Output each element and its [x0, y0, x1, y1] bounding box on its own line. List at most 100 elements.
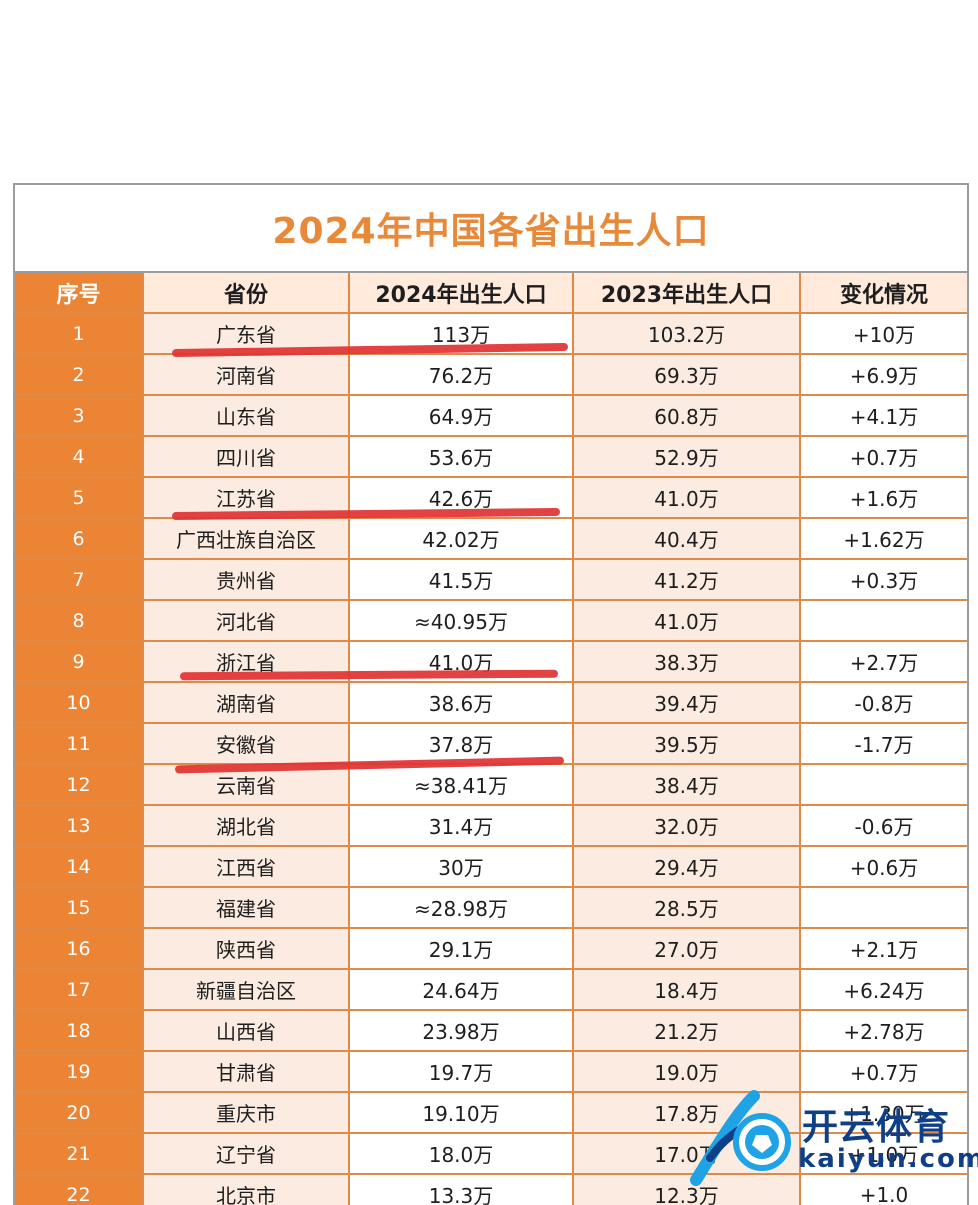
province-cell: 湖北省 — [142, 805, 349, 847]
change-cell: -1.7万 — [799, 723, 967, 765]
province-cell: 山东省 — [142, 395, 349, 437]
province-cell: 安徽省 — [142, 723, 349, 765]
births-2024-cell: 76.2万 — [348, 354, 573, 396]
births-2024-cell: 24.64万 — [348, 969, 573, 1011]
change-cell: +0.7万 — [799, 1051, 967, 1093]
rank-cell: 20 — [15, 1092, 143, 1134]
table-row: 15 福建省 ≈28.98万 28.5万 — [15, 887, 967, 929]
births-2024-cell: 42.02万 — [348, 518, 573, 560]
change-cell: +2.7万 — [799, 641, 967, 683]
rank-cell: 14 — [15, 846, 143, 888]
births-2023-cell: 38.4万 — [572, 764, 800, 806]
change-cell: +0.3万 — [799, 559, 967, 601]
births-2024-cell: 31.4万 — [348, 805, 573, 847]
rank-cell: 12 — [15, 764, 143, 806]
table-row: 10 湖南省 38.6万 39.4万 -0.8万 — [15, 682, 967, 724]
rank-cell: 9 — [15, 641, 143, 683]
births-2024-cell: 30万 — [348, 846, 573, 888]
header-births-2023: 2023年出生人口 — [572, 273, 800, 314]
rank-cell: 10 — [15, 682, 143, 724]
table-row: 4 四川省 53.6万 52.9万 +0.7万 — [15, 436, 967, 478]
province-cell: 广西壮族自治区 — [142, 518, 349, 560]
births-2024-cell: 64.9万 — [348, 395, 573, 437]
province-cell: 江西省 — [142, 846, 349, 888]
rank-cell: 2 — [15, 354, 143, 396]
header-change: 变化情况 — [799, 273, 967, 314]
change-cell: +1.6万 — [799, 477, 967, 519]
change-cell: +4.1万 — [799, 395, 967, 437]
table-row: 14 江西省 30万 29.4万 +0.6万 — [15, 846, 967, 888]
rank-cell: 18 — [15, 1010, 143, 1052]
province-cell: 河北省 — [142, 600, 349, 642]
province-cell: 湖南省 — [142, 682, 349, 724]
province-cell: 贵州省 — [142, 559, 349, 601]
rank-cell: 6 — [15, 518, 143, 560]
change-cell: +1.62万 — [799, 518, 967, 560]
change-cell: +2.1万 — [799, 928, 967, 970]
province-cell: 辽宁省 — [142, 1133, 349, 1175]
change-cell: +6.9万 — [799, 354, 967, 396]
change-cell: +1.30万 — [799, 1092, 967, 1134]
births-2023-cell: 21.2万 — [572, 1010, 800, 1052]
table-row: 19 甘肃省 19.7万 19.0万 +0.7万 — [15, 1051, 967, 1093]
rank-cell: 16 — [15, 928, 143, 970]
header-row: 序号 省份 2024年出生人口 2023年出生人口 变化情况 — [15, 273, 967, 314]
province-cell: 山西省 — [142, 1010, 349, 1052]
change-cell — [799, 887, 967, 929]
population-table-sheet: 2024年中国各省出生人口 序号 省份 2024年出生人口 2023年出生人口 … — [13, 183, 969, 1205]
births-2023-cell: 39.4万 — [572, 682, 800, 724]
births-2023-cell: 40.4万 — [572, 518, 800, 560]
births-2024-cell: 53.6万 — [348, 436, 573, 478]
births-2023-cell: 41.0万 — [572, 477, 800, 519]
change-cell: +10万 — [799, 313, 967, 355]
rank-cell: 3 — [15, 395, 143, 437]
rank-cell: 15 — [15, 887, 143, 929]
table-row: 8 河北省 ≈40.95万 41.0万 — [15, 600, 967, 642]
births-2023-cell: 28.5万 — [572, 887, 800, 929]
births-2023-cell: 41.2万 — [572, 559, 800, 601]
watermark: 开云体育 kaiyun.com — [690, 1088, 978, 1188]
births-2023-cell: 69.3万 — [572, 354, 800, 396]
births-2024-cell: 29.1万 — [348, 928, 573, 970]
rank-cell: 8 — [15, 600, 143, 642]
births-2023-cell: 52.9万 — [572, 436, 800, 478]
rank-cell: 17 — [15, 969, 143, 1011]
change-cell: -0.6万 — [799, 805, 967, 847]
births-2023-cell: 27.0万 — [572, 928, 800, 970]
rank-cell: 11 — [15, 723, 143, 765]
births-2024-cell: ≈28.98万 — [348, 887, 573, 929]
births-2023-cell: 39.5万 — [572, 723, 800, 765]
header-no: 序号 — [15, 273, 143, 314]
header-province: 省份 — [142, 273, 349, 314]
watermark-site: kaiyun.com — [798, 1144, 978, 1174]
births-2023-cell: 17.8万 — [572, 1092, 800, 1134]
rank-cell: 4 — [15, 436, 143, 478]
births-2023-cell: 29.4万 — [572, 846, 800, 888]
table-row: 17 新疆自治区 24.64万 18.4万 +6.24万 — [15, 969, 967, 1011]
table-row: 18 山西省 23.98万 21.2万 +2.78万 — [15, 1010, 967, 1052]
rank-cell: 19 — [15, 1051, 143, 1093]
change-cell: +0.7万 — [799, 436, 967, 478]
change-cell: +1.0万 — [799, 1133, 967, 1175]
table-row: 12 云南省 ≈38.41万 38.4万 — [15, 764, 967, 806]
change-cell: -0.8万 — [799, 682, 967, 724]
births-table: 序号 省份 2024年出生人口 2023年出生人口 变化情况 1 广东省 113万 1… — [15, 273, 967, 1205]
watermark-name: 开云体育 — [802, 1107, 951, 1148]
rank-cell: 21 — [15, 1133, 143, 1175]
province-cell: 重庆市 — [142, 1092, 349, 1134]
rank-cell: 7 — [15, 559, 143, 601]
header-births-2024: 2024年出生人口 — [348, 273, 573, 314]
births-2023-cell: 41.0万 — [572, 600, 800, 642]
province-cell: 陕西省 — [142, 928, 349, 970]
births-2024-cell: 23.98万 — [348, 1010, 573, 1052]
births-2023-cell: 38.3万 — [572, 641, 800, 683]
table-row: 20 重庆市 19.10万 17.8万 +1.30万 — [15, 1092, 967, 1134]
births-2023-cell: 32.0万 — [572, 805, 800, 847]
province-cell: 四川省 — [142, 436, 349, 478]
births-2024-cell: 41.5万 — [348, 559, 573, 601]
births-2024-cell: ≈40.95万 — [348, 600, 573, 642]
table-row: 3 山东省 64.9万 60.8万 +4.1万 — [15, 395, 967, 437]
rank-cell: 13 — [15, 805, 143, 847]
change-cell — [799, 600, 967, 642]
births-2023-cell: 60.8万 — [572, 395, 800, 437]
